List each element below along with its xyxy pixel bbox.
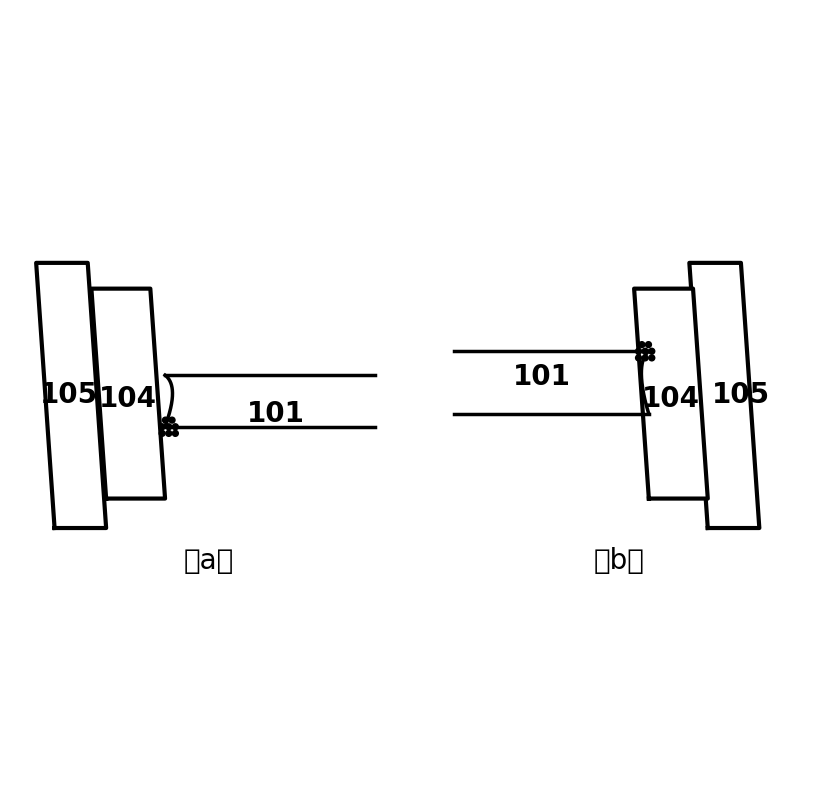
Circle shape <box>162 417 168 423</box>
Circle shape <box>166 430 171 436</box>
Circle shape <box>635 348 640 354</box>
Polygon shape <box>634 288 707 499</box>
Circle shape <box>159 430 165 436</box>
Circle shape <box>641 348 647 354</box>
Text: 104: 104 <box>641 385 699 413</box>
Circle shape <box>641 355 647 361</box>
Text: （a）: （a） <box>184 547 234 575</box>
Circle shape <box>172 430 178 436</box>
Text: 101: 101 <box>512 363 570 391</box>
Text: 104: 104 <box>99 385 157 413</box>
Circle shape <box>169 417 175 423</box>
Circle shape <box>159 424 165 430</box>
Text: （b）: （b） <box>594 547 644 575</box>
Text: 101: 101 <box>247 400 304 428</box>
Text: 105: 105 <box>711 382 769 409</box>
Circle shape <box>635 355 640 361</box>
Circle shape <box>172 424 178 430</box>
Text: 105: 105 <box>40 382 99 409</box>
Polygon shape <box>91 288 165 499</box>
Circle shape <box>166 424 171 430</box>
Circle shape <box>645 341 650 348</box>
Polygon shape <box>689 263 758 528</box>
Circle shape <box>638 341 644 348</box>
Circle shape <box>648 348 654 354</box>
Polygon shape <box>36 263 106 528</box>
Circle shape <box>648 355 654 361</box>
